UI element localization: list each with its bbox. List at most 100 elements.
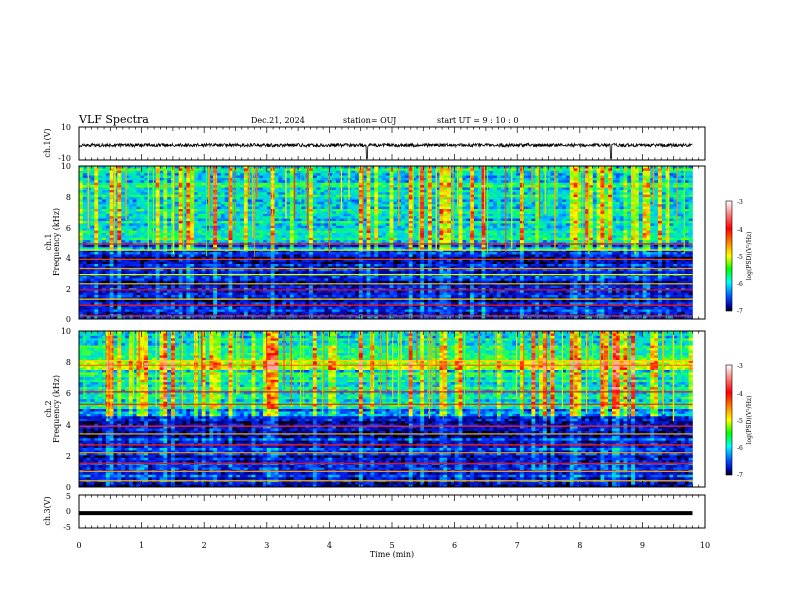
ch1-spectrogram-cell: [328, 216, 332, 219]
ch1-spectrogram-cell: [597, 197, 601, 200]
ch1-spectrogram-cell: [482, 219, 486, 222]
ch1-spectrogram-cell: [248, 216, 252, 219]
ch1-spectrogram-cell: [175, 223, 179, 226]
ch1-spectrogram-cell: [416, 211, 420, 214]
ch1-spectrogram-cell: [593, 183, 597, 186]
ch1-spectrogram-cell: [658, 223, 662, 226]
ch1-spectrogram-cell: [278, 204, 282, 207]
ch1-spectrogram-cell: [593, 204, 597, 207]
ch1-spectrogram-cell: [424, 209, 428, 212]
ch1-spectrogram-cell: [133, 221, 137, 224]
ch1-spectrogram-cell: [593, 197, 597, 200]
ch1-spectrogram-cell: [286, 211, 290, 214]
ch1-spectrogram-cell: [501, 233, 505, 236]
ch1-spectrogram-cell: [117, 231, 121, 234]
ch1-spectrogram-cell: [685, 192, 689, 195]
ch1-spectrogram-cell: [416, 185, 420, 188]
ch1-spectrogram-cell: [650, 207, 654, 210]
ch1-spectrogram-cell: [455, 223, 459, 226]
ch1-spectrogram-cell: [474, 233, 478, 236]
ch1-spectrogram-cell: [581, 185, 585, 188]
ch1-spectrogram-cell: [290, 207, 294, 210]
ch1-spectrogram-cell: [462, 171, 466, 174]
ch1-spectrogram-cell: [106, 180, 110, 183]
ch1-spectrogram-cell: [401, 197, 405, 200]
ch1-spectrogram-cell: [677, 180, 681, 183]
ch1-spectrogram-cell: [144, 178, 148, 181]
ch1-spectrogram-cell: [658, 176, 662, 179]
ch1-spectrogram-cell: [98, 180, 102, 183]
ch1-spectrogram-cell: [378, 173, 382, 176]
ch1-spectrogram-cell: [133, 197, 137, 200]
ch1-spectrogram-cell: [455, 209, 459, 212]
ch1-spectrogram-cell: [478, 188, 482, 191]
ch1-spectrogram-cell: [497, 192, 501, 195]
ch1-spectrogram-cell: [462, 228, 466, 231]
ch1-spectrogram-cell: [94, 183, 98, 186]
ch1-spectrogram-cell: [482, 233, 486, 236]
ch1-spectrogram-cell: [397, 233, 401, 236]
ch1-spectrogram-cell: [83, 211, 87, 214]
ch1-spectrogram-cell: [179, 195, 183, 198]
ch1-spectrogram-cell: [669, 238, 673, 241]
ch1-spectrogram-cell: [497, 214, 501, 217]
ch1-spectrogram-cell: [482, 185, 486, 188]
ch1-waveform-line: [79, 144, 692, 159]
ch1-spectrogram-cell: [474, 178, 478, 181]
ch1-spectrogram-cell: [121, 211, 125, 214]
ch1-spectrogram-cell: [646, 180, 650, 183]
ch1-spectrogram-cell: [347, 221, 351, 224]
ch1-spectrogram-cell: [137, 183, 141, 186]
ch1-spectrogram-cell: [390, 185, 394, 188]
ch1-spectrogram-cell: [597, 188, 601, 191]
ch1-spectrogram-cell: [439, 233, 443, 236]
ch1-spectrogram-cell: [313, 185, 317, 188]
ch1-spectrogram-cell: [459, 178, 463, 181]
ch1-spectrogram-cell: [482, 202, 486, 205]
ch1-spectrogram-cell: [263, 214, 267, 217]
ch1-spectrogram-cell: [654, 231, 658, 234]
ch1-spectrogram-cell: [160, 223, 164, 226]
ch1-spectrogram-cell: [140, 204, 144, 207]
ch1-spectrogram-cell: [566, 180, 570, 183]
ch1-spectrogram-cell: [217, 233, 221, 236]
ch1-spectrogram-cell: [501, 221, 505, 224]
ch1-spectrogram-cell: [374, 171, 378, 174]
ch1-spectrogram-cell: [129, 188, 133, 191]
ch1-spectrogram-cell: [432, 188, 436, 191]
ch1-spectrogram-cell: [558, 223, 562, 226]
ch1-spectrogram-cell: [286, 190, 290, 193]
ch1-spectrogram-cell: [167, 209, 171, 212]
ch1-spectrogram-cell: [478, 231, 482, 234]
ch1-spectrogram-cell: [367, 238, 371, 241]
ch1-spectrogram-cell: [493, 188, 497, 191]
ch1-spectrogram-cell: [551, 197, 555, 200]
ch1-spectrogram-cell: [459, 231, 463, 234]
ch1-spectrogram-cell: [516, 178, 520, 181]
ch1-spectrogram-cell: [248, 238, 252, 241]
ch1-spectrogram-cell: [669, 176, 673, 179]
ch1-spectrogram-cell: [217, 214, 221, 217]
ch1-spectrogram-cell: [263, 197, 267, 200]
ch1-spectrogram-cell: [240, 231, 244, 234]
ch1-spectrogram-cell: [558, 204, 562, 207]
ch1-spectrogram-cell: [608, 209, 612, 212]
ch1-spectrogram-cell: [175, 231, 179, 234]
ch1-spectrogram-cell: [255, 226, 259, 229]
ch1-spectrogram-cell: [110, 192, 114, 195]
ch1-spectrogram-cell: [355, 228, 359, 231]
ch1-spectrogram-cell: [562, 219, 566, 222]
ch1-spectrogram-cell: [129, 190, 133, 193]
ch1-spectrogram-cell: [562, 180, 566, 183]
ch1-spectrogram-cell: [654, 221, 658, 224]
ch1-spectrogram-cell: [290, 173, 294, 176]
ch1-spectrogram-cell: [98, 211, 102, 214]
ch1-spectrogram-cell: [328, 183, 332, 186]
ch1-spectrogram-cell: [401, 216, 405, 219]
ch1-spectrogram-cell: [443, 223, 447, 226]
ch1-spectrogram-cell: [236, 176, 240, 179]
ch1-spectrogram-cell: [317, 207, 321, 210]
ch1-spectrogram-cell: [597, 238, 601, 241]
ch1-spectrogram-cell: [516, 233, 520, 236]
ch1-spectrogram-cell: [447, 197, 451, 200]
